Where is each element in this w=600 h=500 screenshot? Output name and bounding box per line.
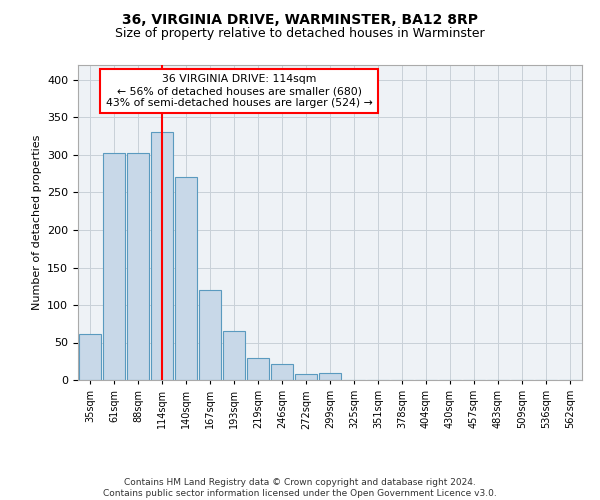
Text: Size of property relative to detached houses in Warminster: Size of property relative to detached ho…	[115, 28, 485, 40]
Text: 36, VIRGINIA DRIVE, WARMINSTER, BA12 8RP: 36, VIRGINIA DRIVE, WARMINSTER, BA12 8RP	[122, 12, 478, 26]
Bar	[223, 331, 245, 380]
Bar	[175, 178, 197, 380]
Text: 36 VIRGINIA DRIVE: 114sqm
← 56% of detached houses are smaller (680)
43% of semi: 36 VIRGINIA DRIVE: 114sqm ← 56% of detac…	[106, 74, 373, 108]
Text: Contains HM Land Registry data © Crown copyright and database right 2024.
Contai: Contains HM Land Registry data © Crown c…	[103, 478, 497, 498]
Bar	[199, 290, 221, 380]
Bar	[79, 334, 101, 380]
Y-axis label: Number of detached properties: Number of detached properties	[32, 135, 41, 310]
Bar	[127, 154, 149, 380]
Bar	[319, 372, 341, 380]
Bar	[271, 364, 293, 380]
Bar	[295, 374, 317, 380]
Bar	[151, 132, 173, 380]
Bar	[247, 358, 269, 380]
Bar	[103, 154, 125, 380]
